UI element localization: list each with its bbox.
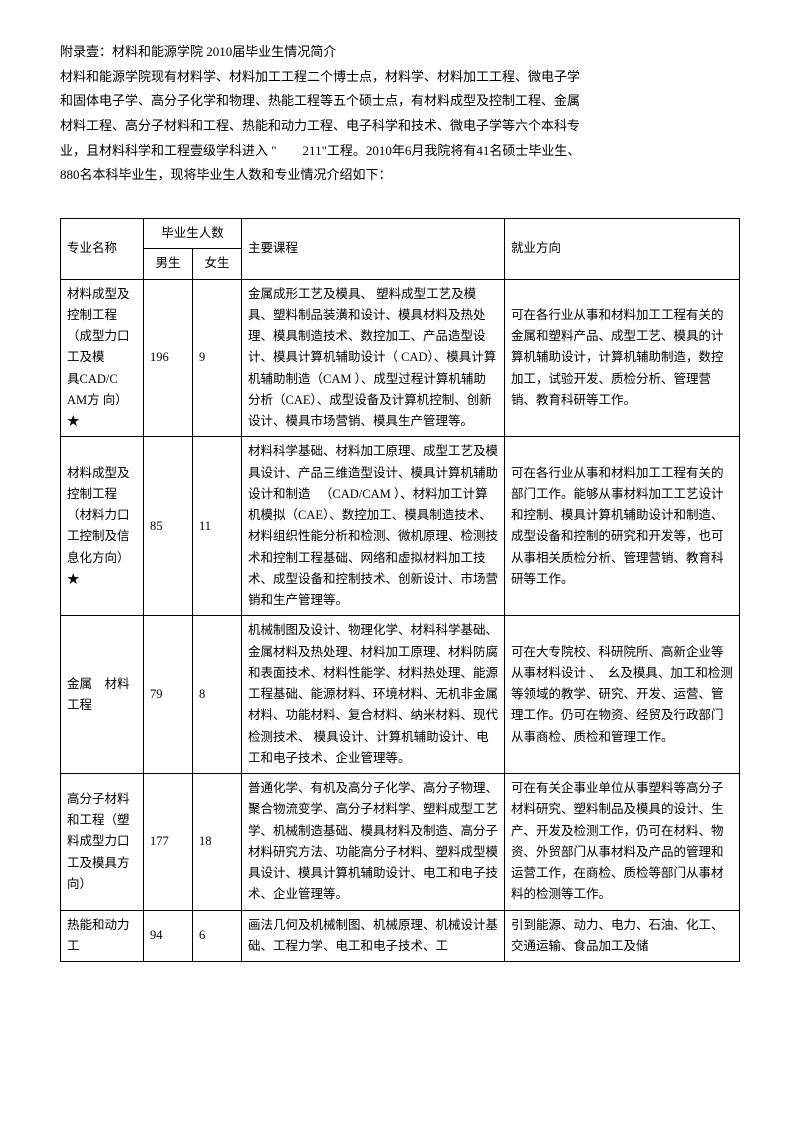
cell-male: 177 bbox=[144, 774, 193, 911]
cell-male: 196 bbox=[144, 279, 193, 437]
cell-female: 11 bbox=[193, 437, 242, 616]
header-courses: 主要课程 bbox=[242, 219, 505, 280]
header-female: 女生 bbox=[193, 249, 242, 279]
cell-career: 可在各行业从事和材料加工工程有关的金属和塑料产品、成型工艺、模具的计算机辅助设计… bbox=[505, 279, 740, 437]
cell-major: 热能和动力工 bbox=[61, 910, 144, 962]
cell-courses: 机械制图及设计、物理化学、材料科学基础、金属材料及热处理、材料加工原理、材料防腐… bbox=[242, 616, 505, 774]
header-grad-count: 毕业生人数 bbox=[144, 219, 242, 249]
table-header-row: 专业名称 毕业生人数 主要课程 就业方向 bbox=[61, 219, 740, 249]
table-row: 热能和动力工 94 6 画法几何及机械制图、机械原理、机械设计基础、工程力学、电… bbox=[61, 910, 740, 962]
table-row: 高分子材料和工程（塑料成型力口工及模具方向） 177 18 普通化学、有机及高分… bbox=[61, 774, 740, 911]
cell-female: 9 bbox=[193, 279, 242, 437]
cell-major: 材料成型及控制工程 （材料力口工控制及信息化方向）★ bbox=[61, 437, 144, 616]
table-row: 材料成型及控制工程 （材料力口工控制及信息化方向）★ 85 11 材料科学基础、… bbox=[61, 437, 740, 616]
cell-female: 18 bbox=[193, 774, 242, 911]
cell-male: 94 bbox=[144, 910, 193, 962]
cell-courses: 画法几何及机械制图、机械原理、机械设计基础、工程力学、电工和电子技术、工 bbox=[242, 910, 505, 962]
intro-line: 附录壹：材料和能源学院 2010届毕业生情况简介 bbox=[60, 40, 740, 65]
cell-career: 引到能源、动力、电力、石油、化工、交通运输、食品加工及储 bbox=[505, 910, 740, 962]
cell-female: 6 bbox=[193, 910, 242, 962]
cell-major: 金属 材料工程 bbox=[61, 616, 144, 774]
cell-career: 可在大专院校、科研院所、高新企业等从事材料设计 、 幺及模具、加工和检测等领域的… bbox=[505, 616, 740, 774]
graduates-table: 专业名称 毕业生人数 主要课程 就业方向 男生 女生 材料成型及控制工程（成型力… bbox=[60, 218, 740, 962]
cell-courses: 普通化学、有机及高分子化学、高分子物理、聚合物流变学、高分子材料学、塑料成型工艺… bbox=[242, 774, 505, 911]
intro-line: 材料和能源学院现有材料学、材料加工工程二个博士点，材料学、材料加工工程、微电子学 bbox=[60, 65, 740, 90]
cell-career: 可在各行业从事和材料加工工程有关的部门工作。能够从事材料加工工艺设计和控制、模具… bbox=[505, 437, 740, 616]
cell-male: 85 bbox=[144, 437, 193, 616]
header-career: 就业方向 bbox=[505, 219, 740, 280]
header-major: 专业名称 bbox=[61, 219, 144, 280]
intro-line: 880名本科毕业生，现将毕业生人数和专业情况介绍如下： bbox=[60, 163, 740, 188]
header-male: 男生 bbox=[144, 249, 193, 279]
table-row: 金属 材料工程 79 8 机械制图及设计、物理化学、材料科学基础、金属材料及热处… bbox=[61, 616, 740, 774]
intro-line: 业，且材料科学和工程壹级学科进入 " 211"工程。2010年6月我院将有41名… bbox=[60, 139, 740, 164]
table-row: 材料成型及控制工程（成型力口工及模 具CAD/C AM方 向）★ 196 9 金… bbox=[61, 279, 740, 437]
intro-line: 和固体电子学、高分子化学和物理、热能工程等五个硕士点，有材料成型及控制工程、金属 bbox=[60, 89, 740, 114]
intro-line: 材料工程、高分子材料和工程、热能和动力工程、电子科学和技术、微电子学等六个本科专 bbox=[60, 114, 740, 139]
cell-courses: 金属成形工艺及模具、 塑料成型工艺及模具、塑料制品装潢和设计、模具材料及热处理、… bbox=[242, 279, 505, 437]
cell-major: 材料成型及控制工程（成型力口工及模 具CAD/C AM方 向）★ bbox=[61, 279, 144, 437]
intro-text: 附录壹：材料和能源学院 2010届毕业生情况简介 材料和能源学院现有材料学、材料… bbox=[60, 40, 740, 188]
cell-courses: 材料科学基础、材料加工原理、成型工艺及模具设计、产品三维造型设计、模具计算机辅助… bbox=[242, 437, 505, 616]
cell-major: 高分子材料和工程（塑料成型力口工及模具方向） bbox=[61, 774, 144, 911]
cell-female: 8 bbox=[193, 616, 242, 774]
cell-career: 可在有关企事业单位从事塑料等高分子材料研究、塑料制品及模具的设计、生产、开发及检… bbox=[505, 774, 740, 911]
cell-male: 79 bbox=[144, 616, 193, 774]
